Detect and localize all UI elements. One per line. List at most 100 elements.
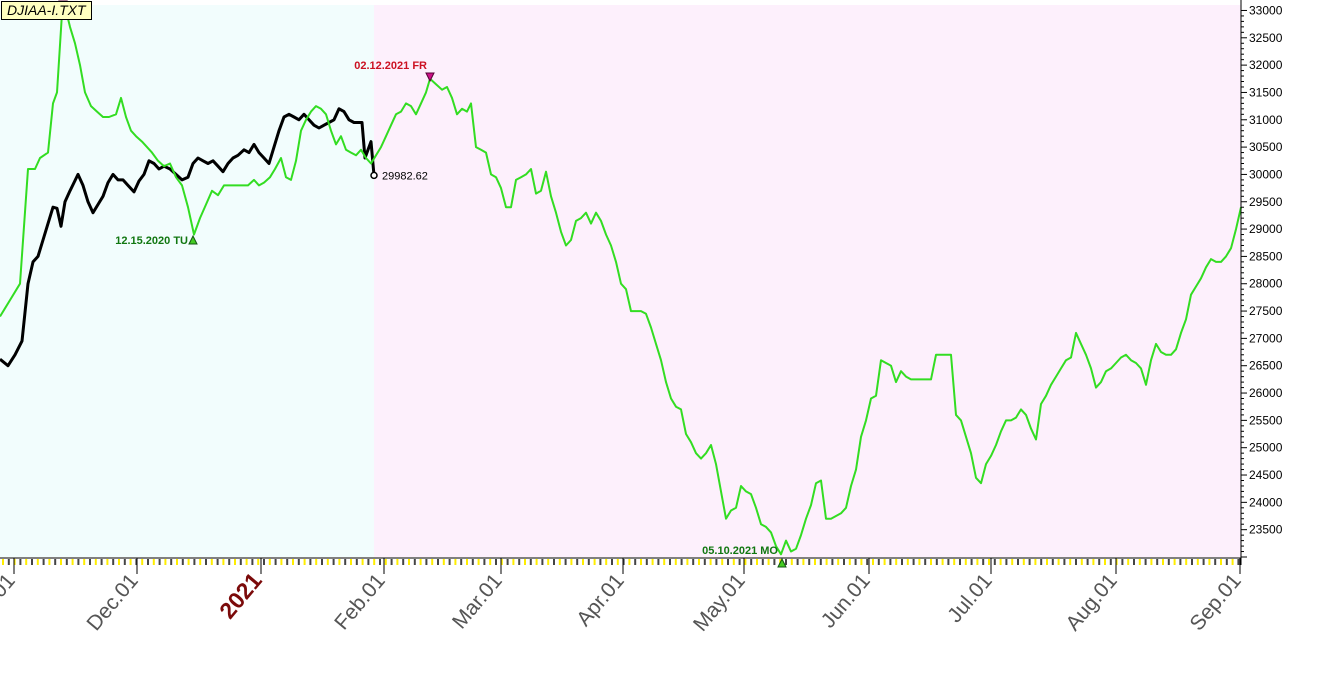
x-tick <box>1173 559 1176 565</box>
x-year-label: 2021 <box>214 567 267 623</box>
x-tick <box>518 559 521 565</box>
x-tick <box>1034 559 1037 565</box>
last-value-marker <box>370 171 378 180</box>
x-tick <box>205 559 207 565</box>
x-tick <box>953 559 956 565</box>
x-tick <box>680 559 683 565</box>
x-tick <box>819 559 822 565</box>
x-tick <box>338 559 341 565</box>
x-tick <box>738 559 741 565</box>
x-tick <box>176 559 178 565</box>
x-tick <box>970 559 973 565</box>
y-tick-label: 33000 <box>1249 3 1283 17</box>
x-tick <box>500 559 503 565</box>
x-tick <box>1133 559 1135 565</box>
y-tick-label: 30000 <box>1249 167 1283 181</box>
x-tick <box>709 559 712 565</box>
x-tick <box>553 559 555 565</box>
x-tick <box>437 559 439 565</box>
x-tick <box>901 559 903 565</box>
x-tick <box>657 559 660 565</box>
x-month-label: Jul.01 <box>943 569 997 627</box>
x-tick <box>19 559 22 565</box>
chart-title: DJIAA-I.TXT <box>1 1 92 20</box>
y-tick-label: 31500 <box>1249 85 1283 99</box>
x-tick <box>187 559 190 565</box>
x-tick <box>512 559 515 565</box>
x-tick <box>982 559 985 565</box>
y-tick-label: 29000 <box>1249 222 1283 236</box>
x-tick <box>669 559 671 565</box>
x-tick <box>756 559 758 565</box>
y-tick-label: 32000 <box>1249 58 1283 72</box>
x-month-label: Mar.01 <box>448 569 507 633</box>
x-tick <box>274 559 277 565</box>
x-tick <box>1167 559 1170 565</box>
x-tick <box>118 559 120 565</box>
x-tick <box>941 559 944 565</box>
x-tick <box>384 559 387 565</box>
x-tick <box>1005 559 1008 565</box>
x-tick <box>326 559 329 565</box>
x-tick <box>837 559 840 565</box>
x-tick <box>1225 559 1228 565</box>
x-tick <box>193 559 196 565</box>
x-tick <box>442 559 445 565</box>
x-tick <box>1156 559 1159 565</box>
x-tick <box>477 559 480 565</box>
x-tick <box>448 559 451 565</box>
x-tick <box>703 559 706 565</box>
x-month-label: Dec.01 <box>82 569 142 635</box>
x-tick <box>541 559 544 565</box>
x-tick <box>460 559 463 565</box>
x-tick <box>361 559 364 565</box>
x-tick <box>1040 559 1043 565</box>
x-tick <box>25 559 28 565</box>
x-tick <box>263 559 265 565</box>
x-tick <box>100 559 103 565</box>
x-tick <box>1208 559 1211 565</box>
region-history <box>0 5 374 557</box>
x-tick <box>297 559 300 565</box>
x-tick <box>7 559 10 565</box>
y-tick-label: 27500 <box>1249 304 1283 318</box>
x-tick <box>94 559 97 565</box>
x-tick <box>628 559 631 565</box>
x-tick <box>814 559 816 565</box>
x-tick <box>1179 559 1182 565</box>
x-tick <box>790 559 793 565</box>
x-tick <box>292 559 294 565</box>
x-tick <box>924 559 927 565</box>
x-tick <box>843 559 845 565</box>
x-tick <box>1138 559 1141 565</box>
x-tick <box>245 559 248 565</box>
x-axis-ticks <box>0 557 1241 565</box>
x-tick <box>1220 559 1222 565</box>
x-tick <box>877 559 880 565</box>
y-tick-label: 32500 <box>1249 31 1283 45</box>
x-tick <box>912 559 915 565</box>
turning-point-label: 12.15.2020 TU <box>115 235 188 247</box>
x-tick <box>77 559 80 565</box>
x-tick <box>721 559 724 565</box>
x-tick <box>390 559 393 565</box>
x-tick <box>1202 559 1205 565</box>
y-tick-label: 25000 <box>1249 441 1283 455</box>
x-tick <box>1092 559 1095 565</box>
x-tick <box>715 559 718 565</box>
y-tick-label: 24500 <box>1249 468 1283 482</box>
x-tick <box>1057 559 1060 565</box>
x-tick <box>1051 559 1054 565</box>
x-tick <box>1150 559 1153 565</box>
x-tick <box>286 559 289 565</box>
x-tick <box>1162 559 1164 565</box>
x-tick <box>1098 559 1101 565</box>
x-tick <box>918 559 921 565</box>
x-tick <box>355 559 358 565</box>
x-tick <box>848 559 851 565</box>
x-tick <box>634 559 637 565</box>
x-tick <box>889 559 892 565</box>
x-tick <box>181 559 184 565</box>
x-tick <box>750 559 753 565</box>
x-tick <box>36 559 39 565</box>
